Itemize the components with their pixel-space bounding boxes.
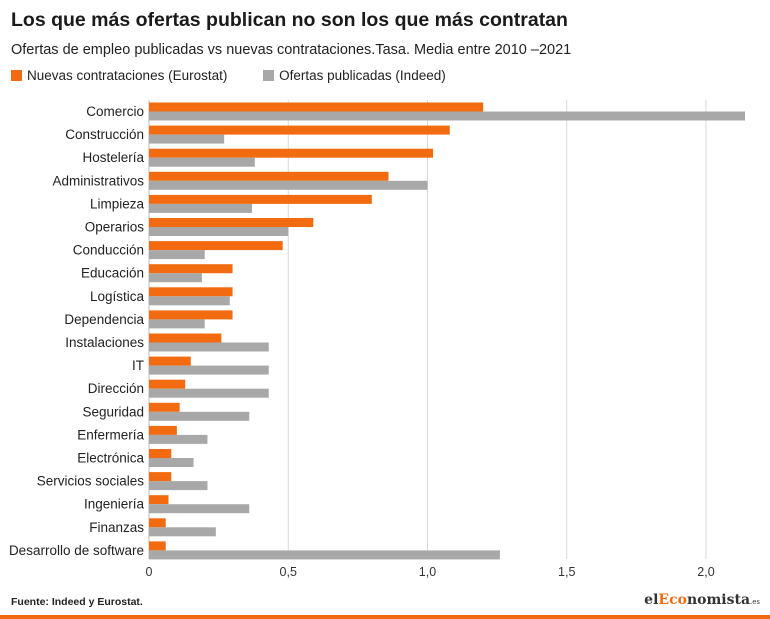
category-label: Operarios (85, 220, 145, 235)
bar-ofertas (149, 157, 255, 167)
legend-item-contrataciones: Nuevas contrataciones (Eurostat) (11, 68, 227, 83)
bar-contrataciones (149, 102, 484, 112)
bar-contrataciones (149, 379, 186, 389)
bar-ofertas (149, 180, 428, 190)
bar-contrataciones (149, 171, 389, 181)
bottom-rule (0, 615, 770, 619)
legend-swatch-ofertas (263, 70, 275, 81)
bar-contrataciones (149, 333, 222, 343)
bar-contrataciones (149, 264, 233, 274)
category-label: Enfermería (77, 427, 144, 442)
bar-contrataciones (149, 449, 172, 458)
brand-part1: el (644, 592, 659, 608)
x-tick-label: 1,5 (558, 565, 575, 579)
brand-part3: nomista (686, 592, 751, 608)
brand-part2: Eco (658, 592, 687, 608)
chart-title: Los que más ofertas publican no son los … (11, 9, 568, 31)
bar-ofertas (149, 203, 253, 213)
category-label: Electrónica (77, 451, 144, 466)
legend-label-ofertas: Ofertas publicadas (Indeed) (279, 68, 446, 83)
category-label: Comercio (86, 104, 144, 119)
bar-contrataciones (149, 402, 180, 412)
category-label: Educación (81, 266, 144, 281)
category-label: Instalaciones (65, 335, 144, 350)
category-label: Construcción (65, 127, 144, 142)
legend-label-contrataciones: Nuevas contrataciones (Eurostat) (27, 68, 228, 83)
bar-ofertas (149, 388, 269, 398)
bar-contrataciones (149, 241, 283, 251)
category-label: Administrativos (52, 173, 144, 188)
bar-contrataciones (149, 425, 177, 435)
bar-ofertas (149, 481, 208, 491)
source-note: Fuente: Indeed y Eurostat. (11, 596, 143, 608)
bar-ofertas (149, 504, 250, 514)
bar-contrataciones (149, 287, 233, 297)
category-label: Logística (90, 289, 145, 304)
chart-subtitle: Ofertas de empleo publicadas vs nuevas c… (11, 42, 572, 58)
bar-ofertas (149, 550, 500, 560)
bar-contrataciones (149, 218, 314, 227)
category-label: Seguridad (82, 404, 144, 419)
x-tick-label: 1,0 (419, 565, 436, 579)
category-label: Ingeniería (84, 497, 145, 512)
bar-ofertas (149, 458, 194, 467)
bar-contrataciones (149, 472, 172, 482)
bar-ofertas (149, 250, 205, 260)
brand-suffix: .es (750, 598, 760, 606)
bar-ofertas (149, 342, 269, 352)
bar-contrataciones (149, 194, 372, 204)
bar-contrataciones (149, 356, 191, 366)
legend-swatch-contrataciones (11, 70, 22, 81)
bar-ofertas (149, 527, 216, 537)
bar-ofertas (149, 134, 225, 144)
bar-contrataciones (149, 310, 233, 320)
bar-contrataciones (149, 125, 450, 135)
x-tick-label: 0,5 (280, 565, 297, 579)
x-tick-label: 0 (146, 565, 153, 579)
bar-contrataciones (149, 541, 166, 551)
bar-ofertas (149, 365, 269, 375)
bar-ofertas (149, 434, 208, 444)
bar-chart: 0 0,5 1,0 1,5 2,0 Comercio Construcción Hostele… (9, 100, 745, 579)
legend-item-ofertas: Ofertas publicadas (Indeed) (263, 68, 446, 83)
bar-ofertas (149, 273, 202, 283)
category-label: Desarrollo de software (9, 543, 144, 558)
bar-ofertas (149, 227, 289, 236)
legend: Nuevas contrataciones (Eurostat) Ofertas… (11, 68, 478, 83)
category-label: Dirección (88, 381, 144, 396)
bar-ofertas (149, 411, 250, 421)
x-tick-label: 2,0 (697, 565, 714, 579)
brand-logo: elEconomista.es (644, 592, 760, 608)
category-label: Dependencia (64, 312, 144, 327)
bar-contrataciones (149, 148, 434, 158)
bar-contrataciones (149, 518, 166, 528)
category-label: IT (132, 358, 144, 373)
bar-ofertas (149, 296, 230, 306)
category-label: Hostelería (82, 150, 144, 165)
category-label: Servicios sociales (37, 474, 145, 489)
bar-contrataciones (149, 495, 169, 505)
category-label: Conducción (73, 243, 144, 258)
bar-ofertas (149, 319, 205, 329)
category-label: Finanzas (89, 520, 144, 535)
bar-ofertas (149, 111, 745, 121)
category-label: Limpieza (90, 196, 145, 211)
